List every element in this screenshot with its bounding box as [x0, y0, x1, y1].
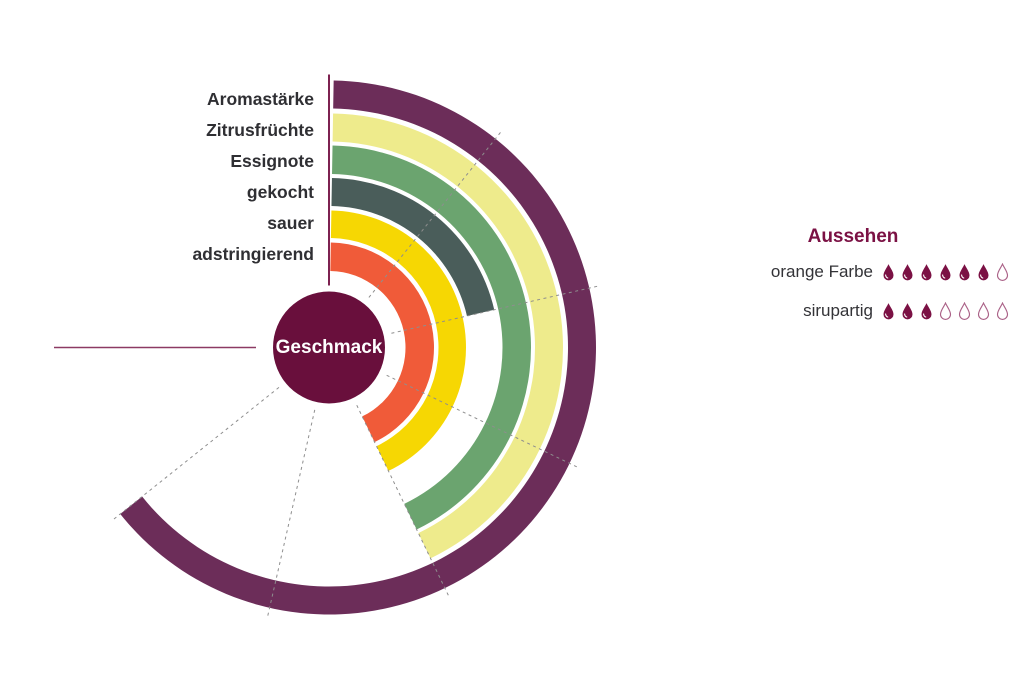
- center-label: Geschmack: [276, 337, 383, 358]
- drop-icon-filled: [921, 263, 932, 280]
- gridline-unit-1: [368, 129, 503, 298]
- legend-rows: orange Farbe sirupartig: [765, 259, 1010, 324]
- drop-icon-filled: [959, 263, 970, 280]
- drop-icon-filled: [883, 263, 894, 280]
- drop-icon-filled: [978, 263, 989, 280]
- ring-arc-essignote: [332, 145, 531, 530]
- ring-label-aromastaerke: Aromastärke: [207, 89, 314, 109]
- flavor-radial-chart: Geschmack Aromastärke Zitrusfrüchte Essigno…: [54, 74, 601, 619]
- ring-arc-sauer: [330, 210, 467, 471]
- drop-icon-empty: [939, 301, 952, 320]
- drop-icon-filled: [921, 302, 932, 319]
- drop-icon-filled: [883, 302, 894, 319]
- drop-icon-empty: [977, 301, 990, 320]
- legend-item-label: sirupartig: [803, 301, 873, 320]
- ring-arc-gekocht: [331, 178, 495, 317]
- ring-label-zitrusfruechte: Zitrusfrüchte: [206, 120, 314, 140]
- legend-title: Aussehen: [807, 226, 899, 247]
- ring-arc-adstringierend: [330, 242, 435, 443]
- gridline-unit-3: [386, 374, 580, 469]
- ring-label-essignote: Essignote: [230, 151, 314, 171]
- center-circle: [273, 291, 385, 404]
- legend-row: orange Farbe: [765, 259, 1010, 285]
- drop-rating: [881, 301, 1010, 321]
- gridline-unit-4: [356, 404, 451, 599]
- drop-icon-empty: [958, 301, 971, 320]
- drop-icon-filled: [902, 263, 913, 280]
- ring-label-sauer: sauer: [267, 213, 314, 233]
- drop-rating: [881, 262, 1010, 282]
- gridline-unit-2: [391, 285, 601, 334]
- drop-icon-filled: [940, 263, 951, 280]
- gridline-unit-6: [111, 387, 280, 522]
- ring-arc-zitrusfruechte: [332, 113, 564, 559]
- legend-aussehen: Aussehen orange Farbe sirupartig: [765, 224, 1010, 337]
- ring-label-gekocht: gekocht: [247, 182, 314, 202]
- drop-icon-empty: [996, 262, 1009, 281]
- gridline-unit-5: [266, 409, 316, 619]
- legend-item-label: orange Farbe: [770, 262, 873, 281]
- ring-label-adstringierend: adstringierend: [192, 244, 314, 264]
- drop-icon-filled: [902, 302, 913, 319]
- drop-icon-empty: [996, 301, 1009, 320]
- legend-row: sirupartig: [765, 298, 1010, 324]
